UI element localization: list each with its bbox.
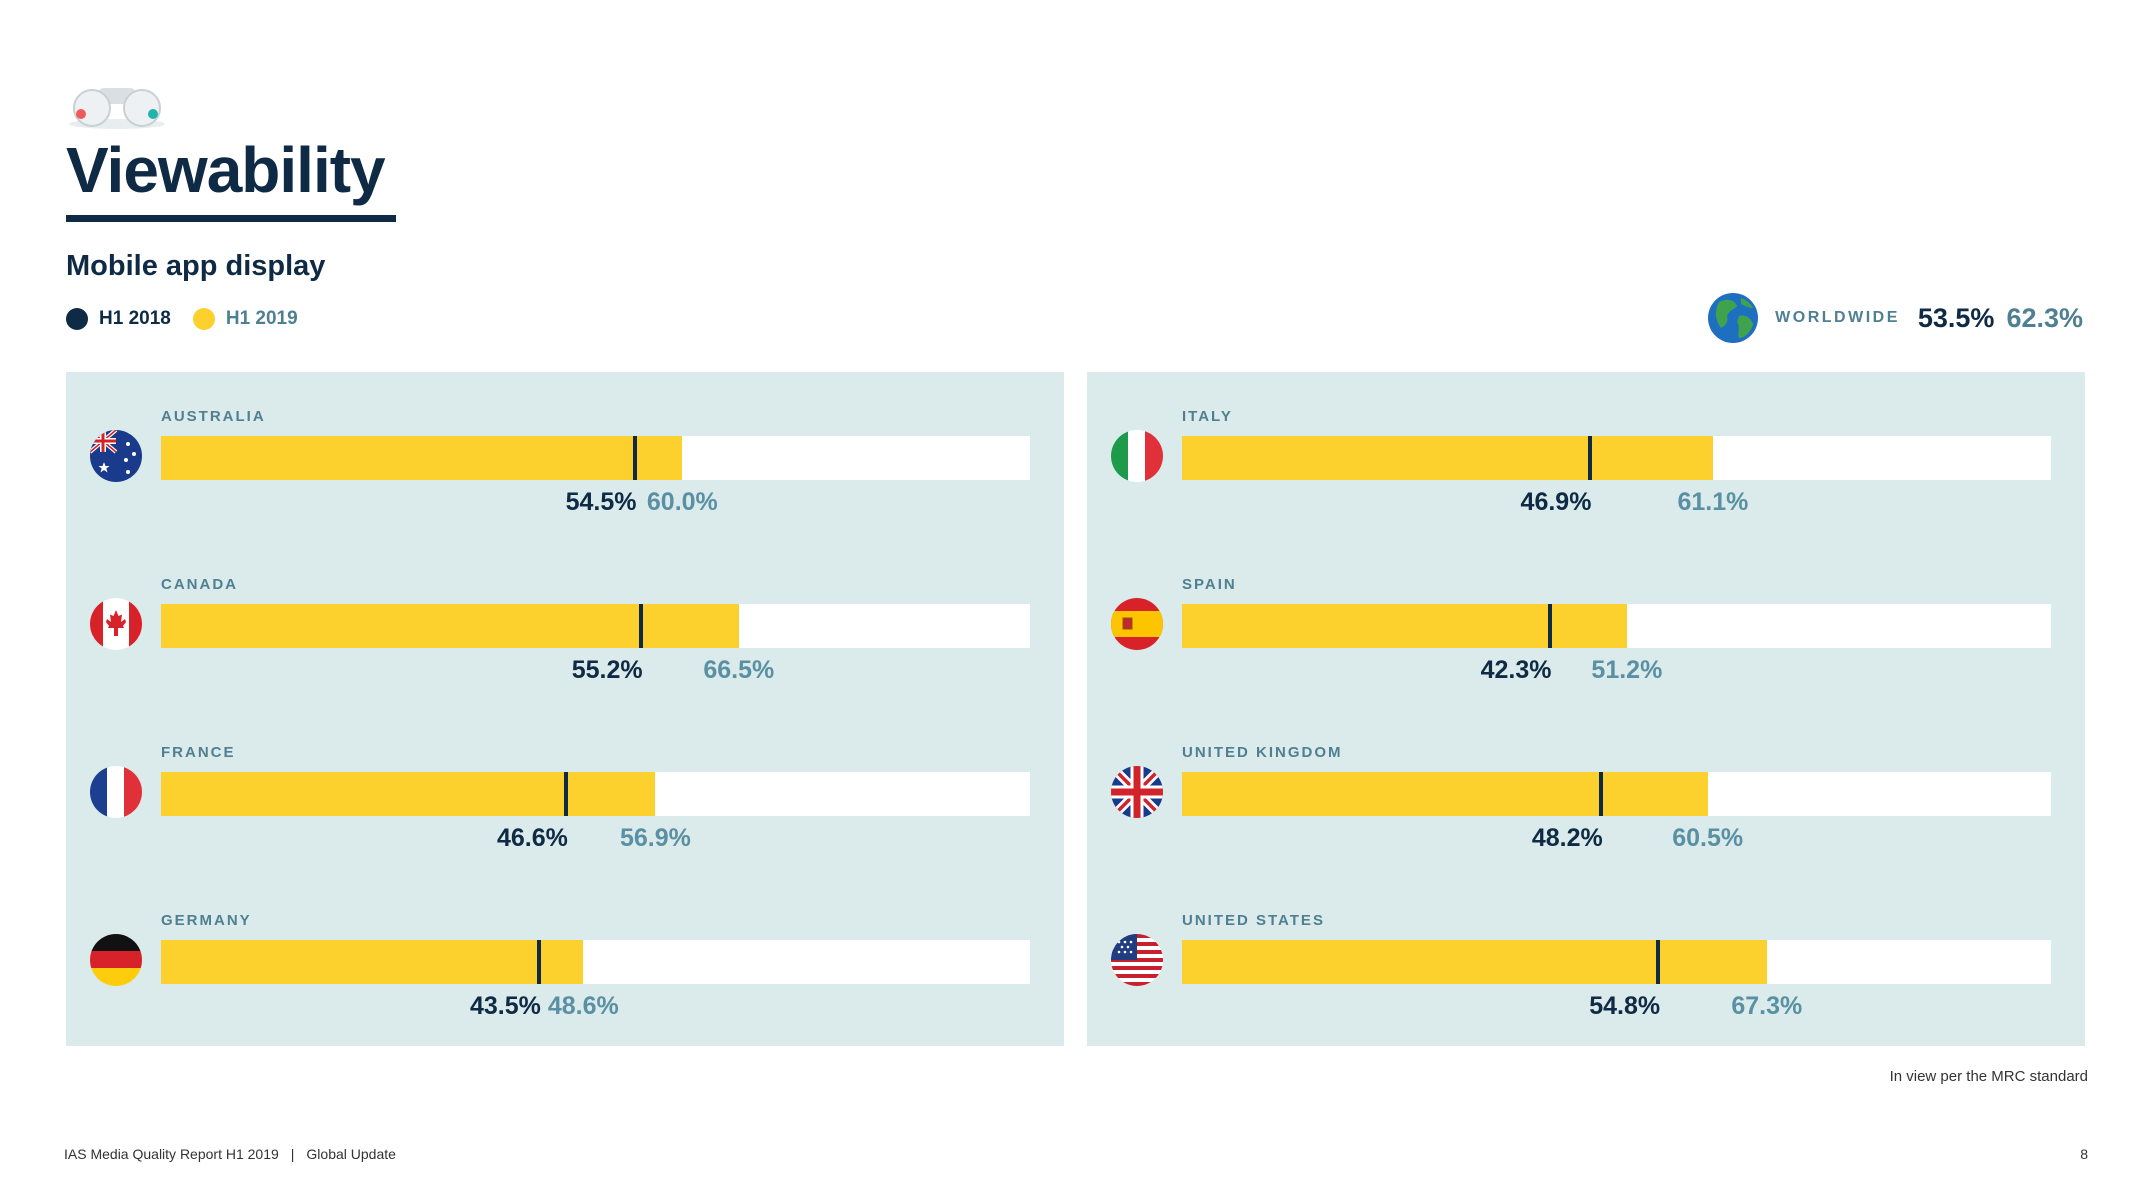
marker-h1-2018-italy (1587, 436, 1592, 480)
footer-edition: Global Update (306, 1146, 396, 1162)
country-row-france: FRANCE 46.6% 56.9% (66, 714, 1064, 882)
country-label-france: FRANCE (161, 744, 236, 761)
value-label-h1-2018-germany: 43.5% (470, 992, 541, 1020)
value-label-h1-2019-united-kingdom: 60.5% (1672, 824, 1744, 852)
bar-h1-2019-germany (161, 940, 584, 984)
marker-h1-2018-canada (638, 604, 643, 648)
country-label-spain: SPAIN (1182, 576, 1237, 593)
worldwide-label: WORLDWIDE (1775, 309, 1900, 326)
binoculars-logo-icon (69, 88, 165, 129)
chart-panel-right: ITALY 46.9% 61.1% SPAIN 42.3% 51.2% UNITED KIN… (1087, 372, 2085, 1046)
value-label-h1-2018-united-states: 54.8% (1589, 992, 1661, 1020)
marker-h1-2018-germany (537, 940, 541, 984)
bar-h1-2019-united-kingdom (1182, 772, 1708, 816)
value-label-h1-2019-united-states: 67.3% (1731, 992, 1803, 1020)
footer-report-name: IAS Media Quality Report H1 2019 (64, 1146, 279, 1162)
marker-h1-2018-united-kingdom (1598, 772, 1603, 816)
value-label-h1-2018-united-kingdom: 48.2% (1531, 824, 1603, 852)
page-title: Viewability (66, 134, 386, 206)
legend-dot-2019 (192, 308, 215, 330)
bar-track-canada (161, 604, 1030, 648)
value-label-h1-2019-spain: 51.2% (1591, 656, 1663, 684)
worldwide-summary: WORLDWIDE 53.5% 62.3% (1707, 292, 2083, 344)
bar-track-france (161, 772, 1030, 816)
uk-flag-icon (1111, 766, 1163, 818)
value-label-h1-2019-canada: 66.5% (703, 656, 775, 684)
country-label-australia: AUSTRALIA (161, 408, 266, 425)
france-flag-icon (90, 766, 142, 818)
title-underline (66, 215, 396, 222)
footnote: In view per the MRC standard (1889, 1068, 2088, 1085)
worldwide-value-2019: 62.3% (2006, 302, 2083, 333)
worldwide-value-2018: 53.5% (1917, 302, 1995, 333)
bar-track-australia (161, 436, 1030, 480)
germany-flag-icon (90, 934, 142, 986)
value-label-h1-2019-italy: 61.1% (1677, 488, 1749, 516)
usa-flag-icon (1111, 934, 1163, 986)
bar-h1-2019-canada (161, 604, 739, 648)
country-row-canada: CANADA 55.2% 66.5% (66, 546, 1064, 714)
bar-track-united-states (1182, 940, 2051, 984)
country-label-united-states: UNITED STATES (1182, 912, 1325, 929)
bar-h1-2019-spain (1182, 604, 1627, 648)
legend-dot-2018 (66, 308, 88, 330)
chart-legend: H1 2018 H1 2019 (66, 308, 320, 330)
value-label-h1-2019-germany: 48.6% (547, 992, 619, 1020)
legend-item-h1-2018: H1 2018 (66, 308, 171, 330)
value-label-h1-2019-australia: 60.0% (646, 488, 718, 516)
legend-label-2018: H1 2018 (99, 308, 171, 329)
bar-h1-2019-italy (1182, 436, 1713, 480)
italy-flag-icon (1111, 430, 1163, 482)
bar-track-germany (161, 940, 1030, 984)
value-label-h1-2018-canada: 55.2% (571, 656, 643, 684)
spain-flag-icon (1111, 598, 1163, 650)
bar-track-spain (1182, 604, 2051, 648)
marker-h1-2018-australia (632, 436, 637, 480)
bar-h1-2019-united-states (1182, 940, 1767, 984)
footer-separator: | (290, 1146, 295, 1162)
canada-flag-icon (90, 598, 142, 650)
legend-label-2019: H1 2019 (225, 308, 298, 329)
bar-h1-2019-france (161, 772, 656, 816)
value-label-h1-2018-italy: 46.9% (1520, 488, 1592, 516)
marker-h1-2018-spain (1547, 604, 1552, 648)
footer: IAS Media Quality Report H1 2019 | Global … (64, 1146, 396, 1162)
country-row-united-states: UNITED STATES 54.8% 67.3% (1087, 882, 2085, 1050)
country-row-germany: GERMANY 43.5% 48.6% (66, 882, 1064, 1050)
country-label-germany: GERMANY (161, 912, 252, 929)
marker-h1-2018-france (563, 772, 568, 816)
country-label-italy: ITALY (1182, 408, 1233, 425)
page-subtitle: Mobile app display (66, 250, 326, 282)
country-label-canada: CANADA (161, 576, 238, 593)
value-label-h1-2018-france: 46.6% (496, 824, 568, 852)
legend-item-h1-2019: H1 2019 (192, 308, 298, 330)
chart-panel-left: AUSTRALIA 54.5% 60.0% CANADA 55.2% 66.5% FRANC… (66, 372, 1064, 1046)
australia-flag-icon (90, 430, 142, 482)
value-label-h1-2019-france: 56.9% (619, 824, 691, 852)
value-label-h1-2018-australia: 54.5% (565, 488, 637, 516)
country-row-spain: SPAIN 42.3% 51.2% (1087, 546, 2085, 714)
country-row-united-kingdom: UNITED KINGDOM 48.2% 60.5% (1087, 714, 2085, 882)
country-row-australia: AUSTRALIA 54.5% 60.0% (66, 378, 1064, 546)
globe-icon (1708, 293, 1759, 343)
bar-track-united-kingdom (1182, 772, 2051, 816)
country-row-italy: ITALY 46.9% 61.1% (1087, 378, 2085, 546)
marker-h1-2018-united-states (1656, 940, 1661, 984)
bar-track-italy (1182, 436, 2051, 480)
page-number: 8 (2080, 1146, 2088, 1162)
country-label-united-kingdom: UNITED KINGDOM (1182, 744, 1343, 761)
value-label-h1-2018-spain: 42.3% (1480, 656, 1552, 684)
bar-h1-2019-australia (161, 436, 683, 480)
